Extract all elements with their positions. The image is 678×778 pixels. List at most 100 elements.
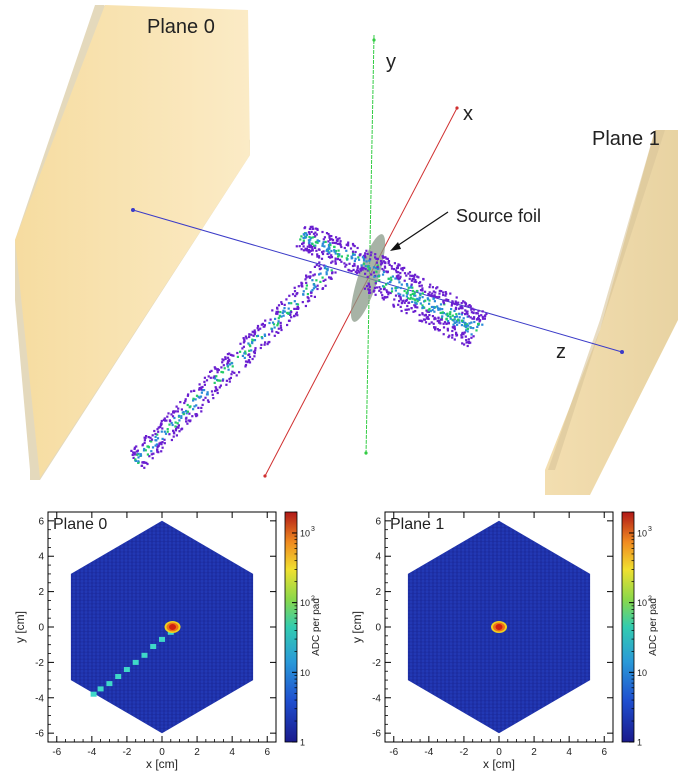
track-hit xyxy=(220,370,223,374)
track-hit xyxy=(330,249,333,253)
track-hit xyxy=(376,275,379,278)
track-hit xyxy=(219,384,222,387)
track-hit xyxy=(248,343,251,346)
track-hit xyxy=(318,256,321,259)
y-tick-label: 4 xyxy=(38,552,44,563)
track-hit xyxy=(296,307,300,310)
track-hit xyxy=(458,321,461,324)
track-hit xyxy=(413,275,416,278)
track-hit xyxy=(390,290,394,293)
track-hit xyxy=(293,300,296,303)
track-hit xyxy=(225,383,228,386)
track-hit xyxy=(200,406,203,409)
track-hit xyxy=(316,227,319,231)
track-hit xyxy=(343,246,346,250)
track-hit xyxy=(367,265,370,268)
track-hit xyxy=(334,242,338,245)
track-hit xyxy=(442,291,445,294)
track-hit xyxy=(263,343,266,346)
track-hit xyxy=(387,260,390,264)
track-hit xyxy=(200,388,203,391)
track-hit xyxy=(243,356,246,359)
track-hit xyxy=(173,416,176,420)
y-tick-label: 6 xyxy=(375,516,381,527)
track-hit xyxy=(382,270,386,274)
track-hit xyxy=(144,436,147,440)
track-hit xyxy=(470,321,473,324)
track-hit xyxy=(464,335,467,338)
track-hit xyxy=(279,321,282,324)
track-hit xyxy=(461,342,464,345)
track-hit xyxy=(449,313,452,316)
track-hit xyxy=(275,310,278,313)
track-hit xyxy=(139,454,143,457)
track-hit xyxy=(157,444,160,447)
track-pad xyxy=(150,644,157,649)
track-hit xyxy=(334,260,337,263)
track-hit xyxy=(301,282,304,285)
track-hit xyxy=(150,438,154,441)
track-hit xyxy=(148,455,151,458)
track-hit xyxy=(222,378,225,381)
track-hit xyxy=(416,297,419,300)
track-hit xyxy=(315,279,318,282)
track-hit xyxy=(154,432,157,436)
track-hit xyxy=(475,329,478,332)
track-hit xyxy=(347,241,350,244)
track-hit xyxy=(163,442,166,445)
track-hit xyxy=(454,308,457,311)
track-hit xyxy=(330,256,334,259)
track-hit xyxy=(294,294,297,298)
track-hit xyxy=(414,310,417,313)
track-hit xyxy=(157,430,160,433)
track-hit xyxy=(276,312,279,315)
track-hit xyxy=(302,245,305,248)
track-hit xyxy=(302,249,305,252)
track-hit xyxy=(465,326,468,329)
track-hit xyxy=(333,241,336,244)
track-hit xyxy=(291,293,295,296)
track-hit xyxy=(133,451,136,454)
x-axis-label: x xyxy=(463,103,473,125)
track-hit xyxy=(229,376,232,379)
track-hit xyxy=(388,263,391,266)
track-hit xyxy=(418,296,421,300)
z-tick-exponent: 2 xyxy=(311,596,315,603)
track-hit xyxy=(304,278,307,281)
track-hit xyxy=(414,278,417,282)
track-hit xyxy=(393,262,396,265)
track-hit xyxy=(418,298,421,301)
track-hit xyxy=(334,249,338,253)
track-hit xyxy=(364,265,367,268)
track-hit xyxy=(307,231,311,234)
track-hit xyxy=(172,411,175,414)
track-hit xyxy=(368,285,371,288)
track-hit xyxy=(464,309,467,312)
track-hit xyxy=(203,376,206,379)
track-hit xyxy=(151,434,154,437)
track-hit xyxy=(437,308,440,311)
track-hit xyxy=(163,419,166,422)
track-hit xyxy=(325,232,329,235)
track-hit xyxy=(133,446,136,449)
track-hit xyxy=(179,401,182,404)
track-hit xyxy=(398,281,401,284)
track-hit xyxy=(399,272,402,275)
track-hit xyxy=(156,437,160,440)
track-hit xyxy=(446,312,449,315)
track-hit xyxy=(439,303,443,306)
track-hit xyxy=(198,383,201,386)
track-hit xyxy=(453,309,456,312)
track-hit xyxy=(181,427,184,430)
x-tick-label: -2 xyxy=(459,747,468,758)
track-hit xyxy=(345,249,348,252)
track-hit xyxy=(383,287,386,290)
track-hit xyxy=(176,410,179,413)
track-hit xyxy=(228,359,231,362)
track-hit xyxy=(363,287,366,290)
track-hit xyxy=(439,322,442,325)
track-hit xyxy=(251,342,254,345)
track-hit xyxy=(263,325,266,328)
track-hit xyxy=(185,420,188,423)
track-hit xyxy=(398,277,402,280)
